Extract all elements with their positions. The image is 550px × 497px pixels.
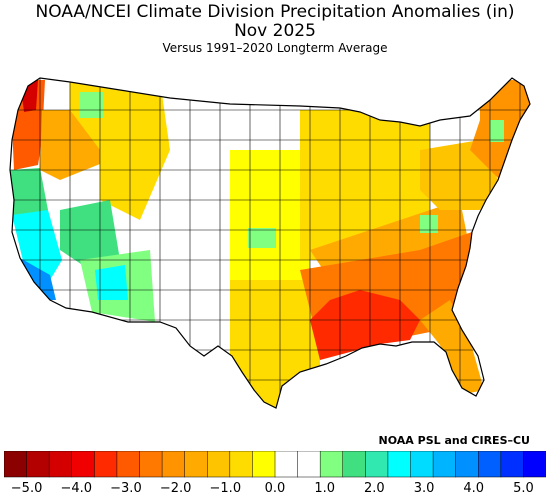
map-subtitle: Versus 1991–2020 Longterm Average	[162, 41, 388, 55]
color-bar-tick-label: 2.0	[364, 481, 385, 496]
color-bar-segment	[455, 451, 479, 478]
kansas-green-region	[248, 228, 276, 248]
color-bar-segment	[319, 451, 344, 478]
appalachian-green-region	[420, 215, 438, 233]
color-bar-tick-label: −5.0	[10, 481, 43, 496]
color-bar-segment	[523, 451, 546, 478]
color-bar-tick-label: 0.0	[264, 481, 286, 496]
color-bar	[4, 451, 546, 478]
color-bar-segment	[229, 451, 253, 478]
central-plains-region	[230, 150, 310, 280]
gulf-coast-region	[310, 290, 420, 360]
color-bar-segment	[161, 451, 186, 478]
color-bar-tick-label: 1.0	[314, 481, 336, 496]
color-bar-segment	[410, 451, 434, 478]
color-bar-segment	[297, 451, 321, 478]
color-bar-segment	[94, 451, 118, 478]
color-bar-segment	[387, 451, 412, 478]
color-bar-tick-label: −2.0	[159, 481, 192, 496]
color-bar-segment	[26, 451, 50, 478]
florida-region	[420, 300, 484, 395]
color-bar-segment	[48, 451, 73, 478]
color-bar-segment	[71, 451, 95, 478]
region-fills	[10, 78, 530, 408]
map-period: Nov 2025	[234, 21, 316, 41]
precipitation-anomaly-map	[9, 77, 531, 409]
color-bar-segment	[207, 451, 231, 478]
texas-region	[230, 280, 320, 408]
color-bar-tick-label: −1.0	[209, 481, 242, 496]
color-bar-segment	[139, 451, 163, 478]
northern-california-coast-region	[10, 168, 48, 225]
new-york-green-region	[490, 120, 504, 142]
central-arizona-region	[95, 265, 128, 300]
color-bar-tick-label: −3.0	[110, 481, 142, 496]
montana-green-region	[80, 92, 104, 118]
color-bar-segment	[500, 451, 524, 478]
color-bar-segment	[184, 451, 208, 478]
color-bar-segment	[432, 451, 457, 478]
southern-california-coast-region	[20, 258, 56, 300]
color-bar-tick-label: −4.0	[60, 481, 93, 496]
color-bar-tick-label: 3.0	[413, 481, 435, 496]
color-bar-tick-label: 4.0	[463, 481, 485, 496]
color-bar-segment	[4, 451, 28, 478]
map-title: NOAA/NCEI Climate Division Precipitation…	[35, 2, 515, 22]
color-bar-segment	[252, 451, 276, 478]
us-outline	[9, 77, 531, 409]
division-boundaries	[10, 78, 530, 408]
data-credit: NOAA PSL and CIRES–CU	[378, 434, 530, 447]
color-bar-tick-label: 5.0	[513, 481, 534, 496]
color-bar-segment	[274, 451, 299, 478]
color-bar-segment	[116, 451, 141, 478]
nevada-region	[60, 200, 120, 270]
color-bar-segment	[342, 451, 366, 478]
color-bar-segment	[478, 451, 502, 478]
color-bar-segment	[365, 451, 389, 478]
